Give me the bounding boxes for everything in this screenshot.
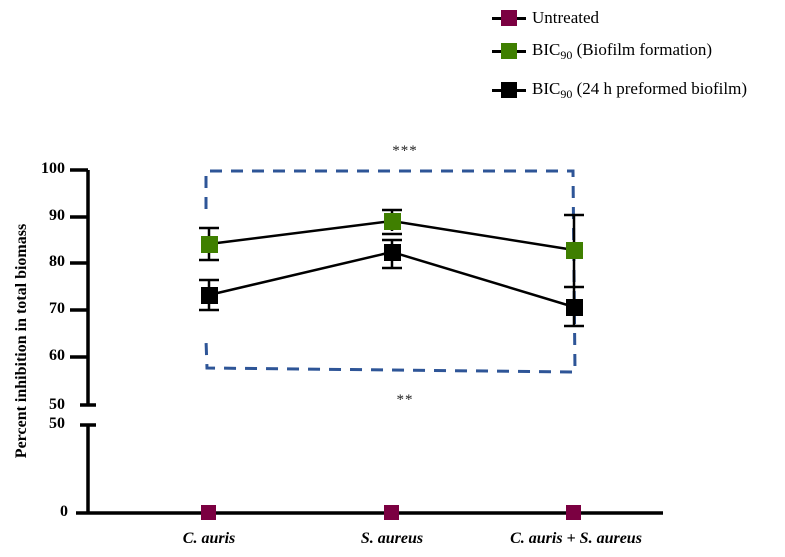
series-untreated bbox=[201, 505, 581, 520]
legend-item-untreated: Untreated bbox=[490, 6, 599, 30]
y-tick-0: 0 bbox=[60, 503, 68, 520]
significance-box bbox=[204, 169, 577, 374]
series-preformed bbox=[199, 238, 584, 328]
y-axis-lower bbox=[76, 423, 96, 515]
marker-formation-mixed bbox=[566, 242, 583, 259]
legend-item-formation: BIC90 (Biofilm formation) bbox=[490, 39, 712, 63]
y-tick-70: 70 bbox=[49, 300, 65, 317]
marker-preformed-s-aureus bbox=[384, 244, 401, 261]
marker-formation-c-auris bbox=[201, 236, 218, 253]
legend-marker-formation-icon bbox=[490, 39, 528, 63]
significance-bottom: ** bbox=[396, 392, 414, 408]
marker-formation-s-aureus bbox=[384, 213, 401, 230]
y-tick-100: 100 bbox=[41, 160, 65, 177]
legend-marker-untreated-icon bbox=[490, 6, 528, 30]
legend-subscript: 90 bbox=[560, 86, 573, 101]
x-category-mixed: C. auris + S. aureus bbox=[510, 530, 642, 547]
y-tick-50-upper: 50 bbox=[49, 396, 65, 413]
legend-subscript: 90 bbox=[560, 47, 573, 62]
legend-label: BIC bbox=[532, 39, 561, 59]
legend-label: Untreated bbox=[532, 8, 600, 27]
x-category-s-aureus: S. aureus bbox=[360, 530, 424, 547]
y-axis-upper bbox=[70, 168, 96, 407]
legend-label-rest: (24 h preformed biofilm) bbox=[572, 78, 748, 98]
legend-label: BIC bbox=[532, 78, 561, 98]
x-category-c-auris: C. auris bbox=[182, 530, 236, 547]
series-formation bbox=[199, 208, 584, 287]
marker-preformed-c-auris bbox=[201, 287, 218, 304]
y-tick-60: 60 bbox=[49, 347, 65, 364]
y-tick-80: 80 bbox=[49, 253, 65, 270]
significance-top: *** bbox=[392, 143, 418, 159]
legend-label-rest: (Biofilm formation) bbox=[572, 39, 713, 59]
marker-preformed-mixed bbox=[566, 299, 583, 316]
y-tick-50-lower: 50 bbox=[49, 415, 65, 432]
y-tick-90: 90 bbox=[49, 207, 65, 224]
legend-marker-preformed-icon bbox=[490, 78, 528, 102]
legend-item-preformed: BIC90 (24 h preformed biofilm) bbox=[490, 78, 747, 102]
